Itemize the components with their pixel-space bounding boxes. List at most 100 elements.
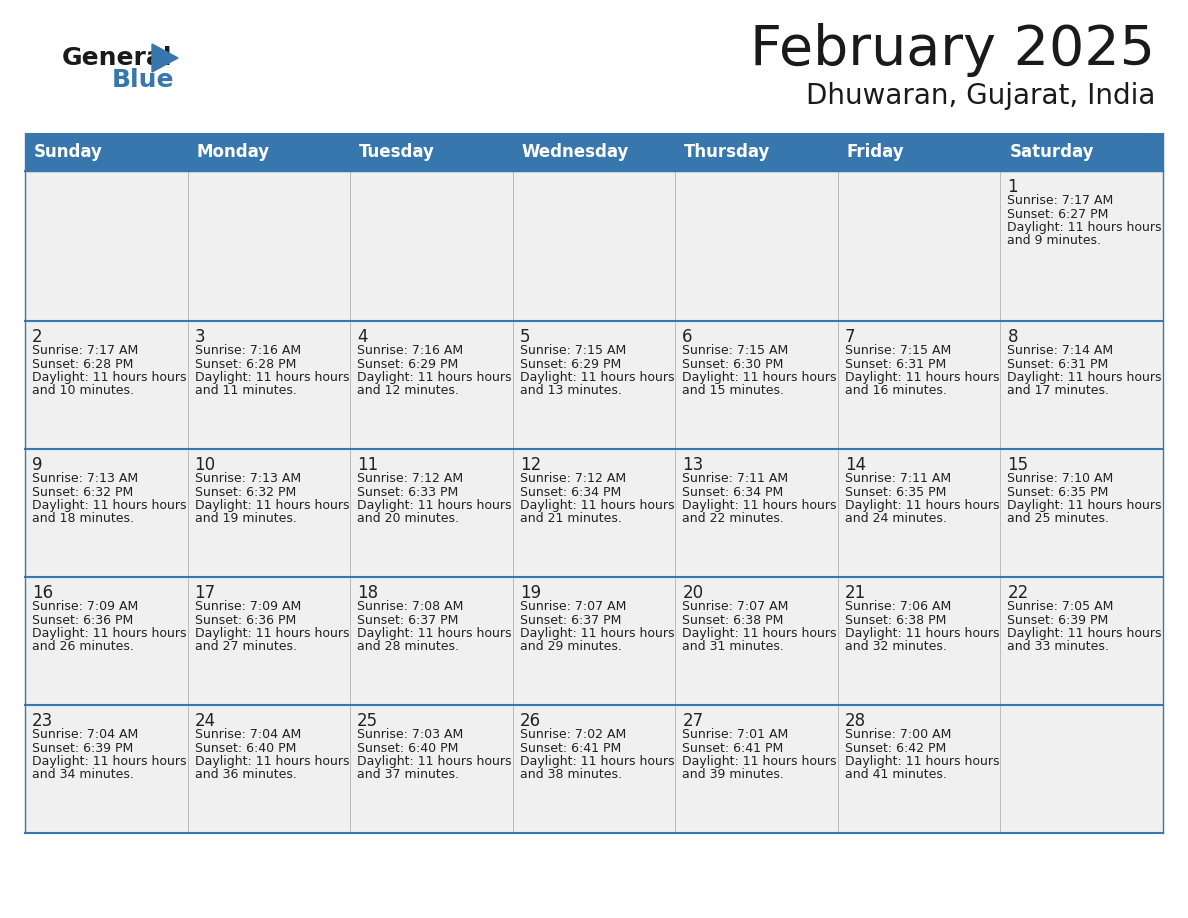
Text: Sunrise: 7:07 AM: Sunrise: 7:07 AM [682, 600, 789, 613]
Text: and 29 minutes.: and 29 minutes. [519, 641, 621, 654]
Text: Sunrise: 7:14 AM: Sunrise: 7:14 AM [1007, 344, 1113, 357]
Text: Sunrise: 7:15 AM: Sunrise: 7:15 AM [519, 344, 626, 357]
Bar [838, 133, 1000, 171]
Text: Daylight: 11 hours hours: Daylight: 11 hours hours [845, 627, 999, 640]
Text: Sunrise: 7:06 AM: Sunrise: 7:06 AM [845, 600, 952, 613]
Bar [350, 171, 513, 321]
Text: Sunset: 6:34 PM: Sunset: 6:34 PM [682, 486, 784, 498]
Bar [188, 577, 350, 705]
Text: Daylight: 11 hours hours: Daylight: 11 hours hours [358, 371, 512, 384]
Text: Sunset: 6:36 PM: Sunset: 6:36 PM [195, 613, 296, 626]
Bar [188, 133, 350, 171]
Text: and 19 minutes.: and 19 minutes. [195, 512, 297, 525]
Text: and 31 minutes.: and 31 minutes. [682, 641, 784, 654]
Text: and 25 minutes.: and 25 minutes. [1007, 512, 1110, 525]
Text: Sunrise: 7:09 AM: Sunrise: 7:09 AM [32, 600, 138, 613]
Bar [25, 171, 188, 321]
Text: Sunset: 6:34 PM: Sunset: 6:34 PM [519, 486, 621, 498]
Text: Sunset: 6:32 PM: Sunset: 6:32 PM [32, 486, 133, 498]
Bar [675, 133, 838, 171]
Text: 5: 5 [519, 328, 530, 346]
Text: 17: 17 [195, 584, 216, 602]
Text: 3: 3 [195, 328, 206, 346]
Text: Daylight: 11 hours hours: Daylight: 11 hours hours [1007, 221, 1162, 234]
Text: Daylight: 11 hours hours: Daylight: 11 hours hours [519, 627, 675, 640]
Text: and 41 minutes.: and 41 minutes. [845, 768, 947, 781]
Bar [1000, 705, 1163, 833]
Text: Sunset: 6:27 PM: Sunset: 6:27 PM [1007, 207, 1108, 220]
Text: Daylight: 11 hours hours: Daylight: 11 hours hours [32, 371, 187, 384]
Text: Sunset: 6:37 PM: Sunset: 6:37 PM [519, 613, 621, 626]
Bar [675, 171, 838, 321]
Text: Daylight: 11 hours hours: Daylight: 11 hours hours [519, 499, 675, 512]
Text: Sunset: 6:33 PM: Sunset: 6:33 PM [358, 486, 459, 498]
Text: and 10 minutes.: and 10 minutes. [32, 385, 134, 397]
Text: 10: 10 [195, 456, 216, 474]
Text: 6: 6 [682, 328, 693, 346]
Bar [675, 705, 838, 833]
Bar [350, 705, 513, 833]
Text: Sunrise: 7:04 AM: Sunrise: 7:04 AM [32, 728, 138, 741]
Text: Sunset: 6:31 PM: Sunset: 6:31 PM [1007, 357, 1108, 371]
Bar [513, 171, 675, 321]
Text: Sunset: 6:41 PM: Sunset: 6:41 PM [519, 742, 621, 755]
Bar [838, 171, 1000, 321]
Text: Sunrise: 7:07 AM: Sunrise: 7:07 AM [519, 600, 626, 613]
Text: 12: 12 [519, 456, 541, 474]
Text: Sunrise: 7:00 AM: Sunrise: 7:00 AM [845, 728, 952, 741]
Text: Sunset: 6:37 PM: Sunset: 6:37 PM [358, 613, 459, 626]
Bar [25, 133, 188, 171]
Bar [513, 705, 675, 833]
Text: General: General [62, 46, 172, 70]
Bar [513, 577, 675, 705]
Bar [350, 449, 513, 577]
Text: Sunrise: 7:01 AM: Sunrise: 7:01 AM [682, 728, 789, 741]
Text: Sunset: 6:28 PM: Sunset: 6:28 PM [195, 357, 296, 371]
Text: Sunset: 6:30 PM: Sunset: 6:30 PM [682, 357, 784, 371]
Text: Daylight: 11 hours hours: Daylight: 11 hours hours [845, 755, 999, 768]
Text: and 32 minutes.: and 32 minutes. [845, 641, 947, 654]
Text: Dhuwaran, Gujarat, India: Dhuwaran, Gujarat, India [805, 82, 1155, 110]
Bar [1000, 321, 1163, 449]
Text: Sunset: 6:41 PM: Sunset: 6:41 PM [682, 742, 784, 755]
Text: Sunset: 6:32 PM: Sunset: 6:32 PM [195, 486, 296, 498]
Bar [188, 705, 350, 833]
Text: 26: 26 [519, 712, 541, 730]
Text: 7: 7 [845, 328, 855, 346]
Bar [25, 705, 188, 833]
Text: 9: 9 [32, 456, 43, 474]
Text: 28: 28 [845, 712, 866, 730]
Bar [1000, 577, 1163, 705]
Text: Sunset: 6:40 PM: Sunset: 6:40 PM [195, 742, 296, 755]
Text: and 38 minutes.: and 38 minutes. [519, 768, 621, 781]
Text: Sunday: Sunday [34, 143, 103, 161]
Text: and 16 minutes.: and 16 minutes. [845, 385, 947, 397]
Text: Wednesday: Wednesday [522, 143, 630, 161]
Bar [188, 321, 350, 449]
Text: and 20 minutes.: and 20 minutes. [358, 512, 459, 525]
Text: Daylight: 11 hours hours: Daylight: 11 hours hours [845, 499, 999, 512]
Text: Sunset: 6:38 PM: Sunset: 6:38 PM [845, 613, 946, 626]
Text: 14: 14 [845, 456, 866, 474]
Text: Monday: Monday [196, 143, 270, 161]
Bar [513, 133, 675, 171]
Text: 19: 19 [519, 584, 541, 602]
Text: Sunrise: 7:16 AM: Sunrise: 7:16 AM [358, 344, 463, 357]
Text: Daylight: 11 hours hours: Daylight: 11 hours hours [845, 371, 999, 384]
Text: Sunrise: 7:09 AM: Sunrise: 7:09 AM [195, 600, 301, 613]
Text: Sunset: 6:42 PM: Sunset: 6:42 PM [845, 742, 946, 755]
Text: Sunset: 6:35 PM: Sunset: 6:35 PM [1007, 486, 1108, 498]
Text: and 33 minutes.: and 33 minutes. [1007, 641, 1110, 654]
Text: and 9 minutes.: and 9 minutes. [1007, 234, 1101, 248]
Bar [25, 577, 188, 705]
Text: Daylight: 11 hours hours: Daylight: 11 hours hours [358, 755, 512, 768]
Text: Sunset: 6:29 PM: Sunset: 6:29 PM [519, 357, 621, 371]
Text: Sunrise: 7:02 AM: Sunrise: 7:02 AM [519, 728, 626, 741]
Text: Daylight: 11 hours hours: Daylight: 11 hours hours [682, 627, 836, 640]
Text: Sunset: 6:39 PM: Sunset: 6:39 PM [32, 742, 133, 755]
Text: Sunrise: 7:03 AM: Sunrise: 7:03 AM [358, 728, 463, 741]
Text: 13: 13 [682, 456, 703, 474]
Text: 11: 11 [358, 456, 379, 474]
Bar [675, 321, 838, 449]
Text: 27: 27 [682, 712, 703, 730]
